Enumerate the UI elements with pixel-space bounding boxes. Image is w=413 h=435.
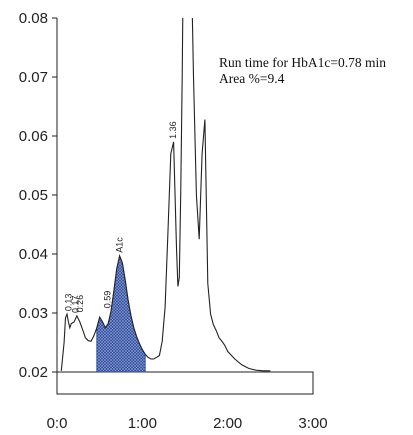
baseline-frame <box>56 371 314 395</box>
peak-label: 1.36 <box>168 121 178 139</box>
chromatogram-trace <box>60 18 271 372</box>
y-tick-label: 0.07 <box>19 69 48 86</box>
peak-label: A1c <box>115 237 125 253</box>
peak-label: 0.26 <box>75 295 85 313</box>
baseline-box <box>56 371 314 395</box>
peak-label: 0.13 <box>63 294 73 312</box>
x-axis: 0:0 1:00 2:00 3:00 <box>47 415 328 432</box>
peak-label: 0.59 <box>102 291 112 309</box>
y-tick-label: 0.06 <box>19 128 48 145</box>
annotation-line: Area %=9.4 <box>219 71 285 86</box>
y-axis: 0.02 0.03 0.04 0.05 0.06 0.07 0.08 <box>19 10 58 381</box>
y-tick-label: 0.04 <box>19 246 48 263</box>
annotation-line: Run time for HbA1c=0.78 min <box>219 55 386 70</box>
peak-label-layer: 0.130.170.26 0.59 A1c 1.36 <box>63 121 178 313</box>
y-tick-label: 0.03 <box>19 305 48 322</box>
y-tick-label: 0.08 <box>19 10 48 27</box>
x-tick-label: 1:00 <box>128 415 157 432</box>
trace-layer <box>60 18 271 372</box>
x-tick-label: 2:00 <box>213 415 242 432</box>
x-tick-label: 0:0 <box>47 415 68 432</box>
peak-label: 0.17 <box>70 295 80 313</box>
a1c-shaded-area <box>96 254 146 373</box>
y-tick-label: 0.05 <box>19 187 48 204</box>
x-tick-label: 3:00 <box>298 415 327 432</box>
y-tick-label: 0.02 <box>19 364 48 381</box>
shaded-peak-layer <box>96 254 146 373</box>
